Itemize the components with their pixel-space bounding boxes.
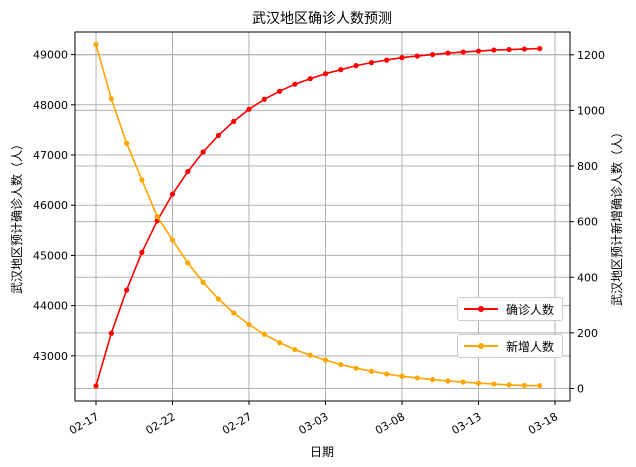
series-point-0 [292, 81, 298, 87]
series-point-0 [200, 149, 206, 155]
series-layer [93, 41, 543, 389]
series-point-0 [93, 383, 99, 389]
series-point-1 [430, 376, 436, 383]
series-point-0 [215, 132, 221, 139]
legend-entry-new: 新增人数 [457, 334, 564, 358]
series-point-0 [521, 46, 528, 52]
series-point-0 [246, 106, 252, 112]
series-point-1 [368, 368, 374, 374]
x-tick-label: 03-08 [373, 410, 407, 437]
series-point-1 [399, 373, 405, 379]
y-axis-label-left: 武汉地区预计确诊人数（人） [9, 138, 24, 294]
series-point-1 [169, 237, 176, 243]
y-tick-label-right: 200 [577, 327, 598, 340]
series-point-0 [139, 249, 145, 255]
series-point-1 [215, 296, 221, 302]
series-point-0 [231, 118, 237, 124]
x-tick-label: 03-03 [296, 410, 330, 437]
series-point-0 [169, 191, 176, 197]
series-point-0 [353, 63, 359, 69]
legend-label-new: 新增人数 [506, 339, 555, 354]
series-point-0 [475, 48, 482, 54]
series-point-1 [246, 321, 252, 328]
series-point-1 [261, 331, 267, 337]
series-point-1 [460, 379, 466, 385]
grid-layer [75, 32, 570, 401]
y-tick-label-right: 0 [577, 382, 584, 395]
y-tick-label-left: 46000 [33, 199, 68, 212]
x-tick-label: 03-18 [526, 410, 560, 437]
series-point-1 [139, 177, 145, 183]
series-point-1 [322, 357, 329, 363]
series-point-1 [124, 140, 130, 146]
series-point-1 [384, 371, 390, 377]
series-point-1 [445, 378, 451, 384]
series-point-0 [277, 88, 283, 94]
y-tick-label-left: 48000 [33, 99, 68, 112]
series-point-0 [108, 330, 114, 336]
series-point-0 [414, 53, 420, 59]
series-point-0 [399, 55, 405, 61]
y-tick-label-right: 800 [577, 160, 598, 173]
series-point-1 [475, 380, 482, 386]
series-point-1 [231, 310, 237, 316]
series-point-1 [277, 340, 283, 346]
series-point-1 [307, 352, 313, 358]
y-tick-label-left: 45000 [33, 249, 68, 262]
series-point-1 [521, 382, 528, 389]
series-point-1 [200, 279, 206, 285]
y-tick-label-left: 49000 [33, 49, 68, 62]
series-point-0 [460, 49, 466, 55]
series-point-1 [353, 365, 359, 371]
y-tick-label-right: 400 [577, 271, 598, 284]
x-tick-label: 02-22 [143, 410, 177, 437]
series-point-0 [338, 67, 344, 73]
series-point-0 [506, 46, 512, 53]
series-point-0 [124, 287, 130, 293]
series-point-0 [368, 60, 374, 66]
series-point-0 [322, 71, 329, 77]
legend-swatch-new [464, 340, 498, 352]
series-point-0 [491, 47, 497, 53]
series-point-1 [506, 382, 512, 388]
series-point-0 [430, 51, 436, 58]
series-point-1 [185, 260, 191, 266]
series-point-0 [384, 57, 390, 63]
chart-title: 武汉地区确诊人数预测 [252, 11, 392, 27]
x-tick-label: 03-13 [449, 410, 483, 437]
x-tick-label: 02-27 [220, 410, 254, 437]
series-point-1 [108, 96, 114, 102]
series-point-1 [93, 41, 99, 48]
plot-frame [74, 31, 571, 402]
y-axis-label-right: 武汉地区预计新增确诊人数（人） [609, 126, 624, 306]
legend-entry-confirmed: 确诊人数 [457, 297, 564, 321]
y-tick-label-left: 44000 [33, 300, 68, 313]
series-point-0 [537, 45, 543, 52]
y-tick-label-right: 1200 [577, 49, 605, 62]
series-point-0 [307, 76, 313, 82]
series-point-1 [338, 361, 344, 368]
y-tick-label-left: 43000 [33, 350, 68, 363]
x-tick-label: 02-17 [67, 410, 101, 437]
y-tick-label-left: 47000 [33, 149, 68, 162]
legend-swatch-confirmed [464, 303, 498, 315]
series-point-0 [445, 50, 451, 56]
series-point-1 [491, 381, 497, 387]
x-axis-label: 日期 [310, 445, 334, 459]
y-tick-label-right: 1000 [577, 104, 605, 117]
y-tick-label-right: 600 [577, 216, 598, 229]
series-point-1 [154, 214, 160, 220]
series-point-0 [185, 168, 191, 175]
series-point-1 [414, 375, 420, 381]
legend-label-confirmed: 确诊人数 [506, 302, 555, 317]
series-point-1 [292, 346, 298, 353]
series-point-1 [537, 383, 543, 389]
series-point-0 [261, 96, 267, 102]
